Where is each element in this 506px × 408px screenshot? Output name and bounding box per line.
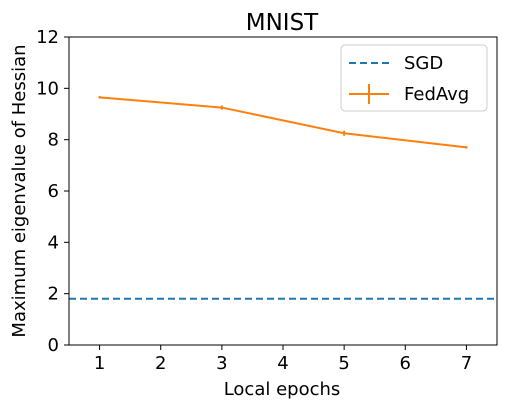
x-tick-label-3: 3	[216, 353, 227, 374]
x-tick-label-1: 1	[94, 353, 105, 374]
x-tick-label-7: 7	[461, 353, 472, 374]
legend-fedavg-label: FedAvg	[404, 84, 469, 105]
y-tick-label-12: 12	[36, 27, 59, 48]
x-axis-label: Local epochs	[224, 379, 341, 400]
chart-title: MNIST	[246, 10, 319, 36]
y-tick-label-2: 2	[48, 284, 59, 305]
y-tick-label-8: 8	[48, 130, 59, 151]
y-tick-label-10: 10	[36, 78, 59, 99]
y-axis-label: Maximum eigenvalue of Hessian	[9, 44, 30, 337]
x-tick-label-5: 5	[338, 353, 349, 374]
x-tick-label-6: 6	[400, 353, 411, 374]
fedavg-line	[99, 96, 467, 149]
y-tick-label-6: 6	[48, 181, 59, 202]
y-tick-label-4: 4	[48, 232, 59, 253]
y-tick-label-0: 0	[48, 335, 59, 356]
x-tick-label-4: 4	[277, 353, 288, 374]
legend: SGD FedAvg	[340, 44, 488, 112]
legend-sgd-label: SGD	[404, 53, 443, 74]
x-tick-label-2: 2	[155, 353, 166, 374]
